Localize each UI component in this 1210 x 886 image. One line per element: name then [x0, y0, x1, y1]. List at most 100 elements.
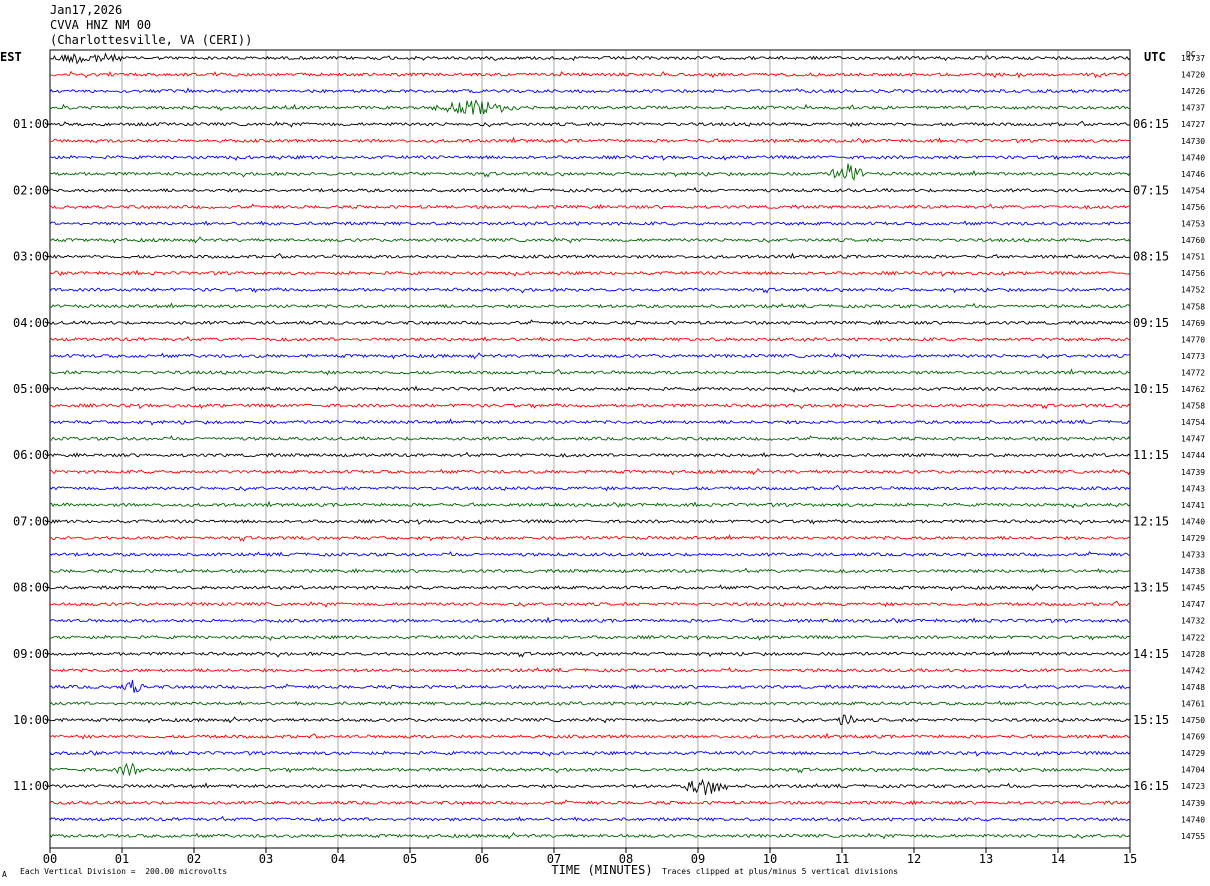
x-tick-label: 08 — [619, 852, 633, 866]
dc-offset-label: 14750 — [1181, 716, 1205, 725]
dc-offset-label: 14739 — [1181, 799, 1205, 808]
right-hour-label: 07:15 — [1133, 183, 1169, 197]
seismic-trace-24 — [49, 451, 1131, 458]
x-tick-label: 12 — [907, 852, 921, 866]
seismic-trace-3 — [49, 98, 1131, 115]
x-tick-label: 14 — [1051, 852, 1065, 866]
left-hour-label: 06:00 — [13, 448, 49, 462]
dc-offset-label: 14740 — [1181, 153, 1205, 162]
dc-offset-label: 14747 — [1181, 600, 1205, 609]
dc-offset-label: 14742 — [1181, 666, 1205, 675]
dc-offset-label: 14744 — [1181, 451, 1205, 460]
left-hour-label: 09:00 — [13, 647, 49, 661]
seismic-trace-16 — [49, 319, 1131, 326]
dc-offset-label: 14748 — [1181, 683, 1205, 692]
dc-offset-label: 14729 — [1181, 749, 1205, 758]
dc-offset-label: 14743 — [1181, 484, 1205, 493]
x-tick-label: 01 — [115, 852, 129, 866]
dc-offset-label: 14729 — [1181, 534, 1205, 543]
dc-offset-label: 14737 — [1181, 104, 1205, 113]
dc-offset-label: 14720 — [1181, 71, 1205, 80]
seismic-trace-27 — [49, 500, 1131, 509]
dc-offset-label: 14733 — [1181, 551, 1205, 560]
seismic-trace-40 — [49, 714, 1131, 726]
right-hour-label: 16:15 — [1133, 779, 1169, 793]
seismic-trace-46 — [49, 815, 1131, 823]
right-timezone-label: UTC — [1144, 50, 1166, 64]
dc-offset-label: 14727 — [1181, 120, 1205, 129]
seismic-trace-31 — [49, 567, 1131, 574]
seismic-trace-30 — [49, 550, 1131, 558]
dc-offset-label: 14722 — [1181, 633, 1205, 642]
seismic-trace-32 — [49, 583, 1131, 592]
x-tick-label: 03 — [259, 852, 273, 866]
dc-offset-label: 14745 — [1181, 584, 1205, 593]
seismic-trace-14 — [49, 287, 1131, 294]
seismic-trace-4 — [49, 120, 1131, 128]
dc-offset-label: 14758 — [1181, 302, 1205, 311]
seismic-trace-15 — [49, 302, 1131, 309]
dc-offset-label: 14704 — [1181, 766, 1205, 775]
seismic-trace-19 — [49, 368, 1131, 376]
seismic-trace-33 — [49, 600, 1131, 608]
x-tick-label: 11 — [835, 852, 849, 866]
dc-offset-label: 14758 — [1181, 402, 1205, 411]
dc-offset-label: 14754 — [1181, 418, 1205, 427]
left-hour-label: 11:00 — [13, 779, 49, 793]
seismic-trace-13 — [49, 269, 1131, 277]
x-axis-label: TIME (MINUTES) — [551, 863, 652, 877]
seismic-trace-1 — [49, 70, 1131, 79]
right-hour-label: 15:15 — [1133, 713, 1169, 727]
dc-offset-label: 14723 — [1181, 782, 1205, 791]
seismic-trace-43 — [49, 762, 1131, 776]
dc-offset-label: 14730 — [1181, 137, 1205, 146]
dc-offset-label: 14761 — [1181, 699, 1205, 708]
dc-offset-label: 14753 — [1181, 220, 1205, 229]
seismic-trace-21 — [49, 402, 1131, 410]
seismic-trace-26 — [49, 484, 1131, 492]
x-tick-label: 06 — [475, 852, 489, 866]
x-tick-label: 10 — [763, 852, 777, 866]
seismic-trace-18 — [49, 352, 1131, 360]
dc-offset-label: 14762 — [1181, 385, 1205, 394]
left-hour-label: 03:00 — [13, 250, 49, 264]
dc-offset-label: 14739 — [1181, 468, 1205, 477]
seismic-trace-29 — [49, 533, 1131, 542]
seismic-trace-44 — [49, 778, 1131, 796]
dc-offset-label: 14760 — [1181, 236, 1205, 245]
x-tick-label: 13 — [979, 852, 993, 866]
dc-offset-label: 14772 — [1181, 368, 1205, 377]
x-tick-label: 04 — [331, 852, 345, 866]
seismic-trace-20 — [49, 385, 1131, 393]
x-tick-label: 02 — [187, 852, 201, 866]
plot-date: Jan17,2026 — [50, 3, 123, 17]
seismic-trace-42 — [49, 749, 1131, 757]
x-tick-label: 09 — [691, 852, 705, 866]
seismic-trace-36 — [49, 649, 1130, 658]
left-hour-label: 04:00 — [13, 316, 49, 330]
dc-offset-label: 14755 — [1181, 832, 1205, 841]
station-id: CVVA HNZ NM 00 — [50, 18, 152, 32]
dc-offset-label: 14746 — [1181, 170, 1205, 179]
dc-offset-label: 14773 — [1181, 352, 1205, 361]
right-hour-label: 12:15 — [1133, 514, 1169, 528]
right-hour-label: 08:15 — [1133, 250, 1169, 264]
dc-offset-label: 14754 — [1181, 186, 1205, 195]
seismic-trace-6 — [49, 154, 1131, 162]
station-location: (Charlottesville, VA (CERI)) — [50, 33, 253, 47]
dc-offset-label: 14747 — [1181, 435, 1205, 444]
seismic-trace-9 — [49, 203, 1131, 210]
seismic-trace-23 — [50, 435, 1131, 442]
right-hour-label: 14:15 — [1133, 647, 1169, 661]
dc-offset-label: 14726 — [1181, 87, 1205, 96]
dc-offset-label: 14732 — [1181, 617, 1205, 626]
dc-offset-label: 14737 — [1181, 54, 1205, 63]
dc-offset-label: 14738 — [1181, 567, 1205, 576]
right-hour-label: 13:15 — [1133, 581, 1169, 595]
x-tick-label: 05 — [403, 852, 417, 866]
seismic-trace-38 — [49, 679, 1131, 693]
dc-offset-label: 14728 — [1181, 650, 1205, 659]
seismic-trace-5 — [50, 136, 1131, 144]
dc-offset-label: 14740 — [1181, 815, 1205, 824]
